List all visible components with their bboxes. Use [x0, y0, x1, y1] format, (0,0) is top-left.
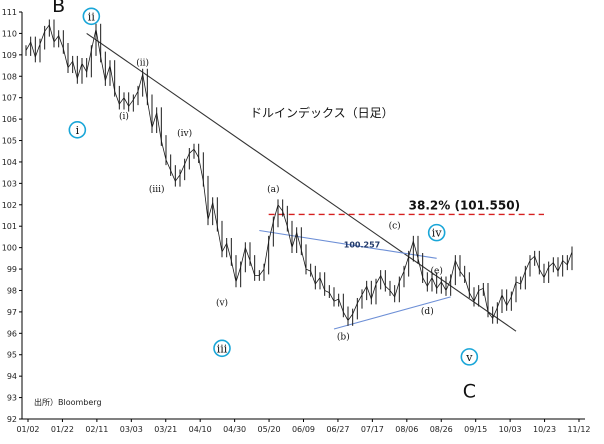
wave-label: (i): [119, 111, 129, 122]
y-tick-label: 97: [7, 308, 17, 317]
x-tick-label: 02/11: [85, 425, 108, 434]
x-tick-label: 10/23: [533, 425, 556, 434]
wave-label: C: [463, 381, 476, 403]
wave-label: (d): [421, 306, 434, 317]
wave-circle: [68, 121, 87, 139]
y-tick-label: 100: [2, 244, 17, 253]
y-tick-label: 94: [7, 372, 17, 381]
y-tick-label: 109: [2, 51, 17, 60]
y-tick-label: 110: [2, 29, 17, 38]
y-tick-label: 92: [7, 415, 17, 424]
x-tick-label: 11/12: [567, 425, 590, 434]
y-tick-label: 105: [2, 137, 17, 146]
trendline-triangle-lower: [333, 296, 451, 330]
annotations: 100.257: [344, 241, 380, 250]
y-tick-label: 104: [2, 158, 17, 167]
wave-label: iv: [432, 227, 443, 240]
x-ticks: 01/02 01/22 02/11 03/03 03/21 04/10 04/30 05/20…: [16, 419, 591, 434]
trendline-downtrend: [86, 32, 517, 332]
wave-circle: [82, 7, 101, 26]
wave-label: v: [465, 351, 473, 364]
y-tick-label: 107: [2, 94, 17, 103]
price-line: [25, 23, 573, 322]
wave-circle: [427, 223, 446, 242]
x-tick-label: 03/21: [154, 425, 177, 434]
x-tick-label: 04/10: [189, 425, 212, 434]
wave-circle: [213, 339, 231, 358]
fib-38-label: 38.2% (101.550): [409, 198, 520, 212]
x-tick-label: 08/06: [395, 425, 418, 434]
y-tick-label: 102: [2, 201, 17, 210]
y-tick-label: 111: [2, 8, 17, 17]
wave-label: B: [52, 0, 65, 17]
y-tick-label: 93: [7, 394, 17, 403]
x-tick-label: 08/26: [430, 425, 453, 434]
chart-title: ドルインデックス（日足）: [250, 105, 394, 120]
x-tick-label: 10/03: [499, 425, 522, 434]
wave-label: (e): [430, 265, 442, 276]
y-tick-label: 101: [2, 222, 17, 231]
x-tick-label: 04/30: [223, 425, 246, 434]
wave-label: (b): [337, 332, 350, 343]
wave-circle: [460, 348, 479, 366]
y-tick-label: 98: [7, 286, 17, 295]
wave-label: (ii): [136, 58, 149, 69]
wave-label: (c): [389, 220, 401, 231]
wave-label: i: [76, 124, 80, 137]
wave-label: (iii): [149, 184, 165, 195]
x-tick-label: 01/22: [51, 425, 74, 434]
y-tick-label: 106: [2, 115, 17, 124]
wave-label: (v): [216, 297, 228, 308]
wave-label: ii: [88, 10, 96, 23]
wave-label: iii: [217, 342, 228, 355]
x-tick-label: 06/09: [292, 425, 315, 434]
source-label: 出所）Bloomberg: [34, 397, 102, 407]
y-tick-label: 95: [7, 351, 17, 360]
x-tick-label: 07/17: [361, 425, 384, 434]
x-tick-label: 06/27: [326, 425, 349, 434]
x-tick-label: 05/20: [258, 425, 281, 434]
x-tick-label: 01/02: [16, 425, 39, 434]
x-tick-label: 09/15: [464, 425, 487, 434]
y-ticks: 92 93 94 95 96 97 98 99 100 101 102 103 104 105 106 107…: [2, 8, 22, 424]
y-tick-label: 103: [2, 179, 17, 188]
x-tick-label: 03/03: [120, 425, 143, 434]
y-tick-label: 96: [7, 329, 17, 338]
wave-label: (a): [267, 184, 279, 195]
annotation-label: 100.257: [344, 241, 380, 250]
wave-label: (iv): [177, 128, 192, 139]
y-tick-label: 108: [2, 72, 17, 81]
y-tick-label: 99: [7, 265, 17, 274]
trendlines: [86, 32, 517, 332]
price-series: [25, 19, 573, 326]
